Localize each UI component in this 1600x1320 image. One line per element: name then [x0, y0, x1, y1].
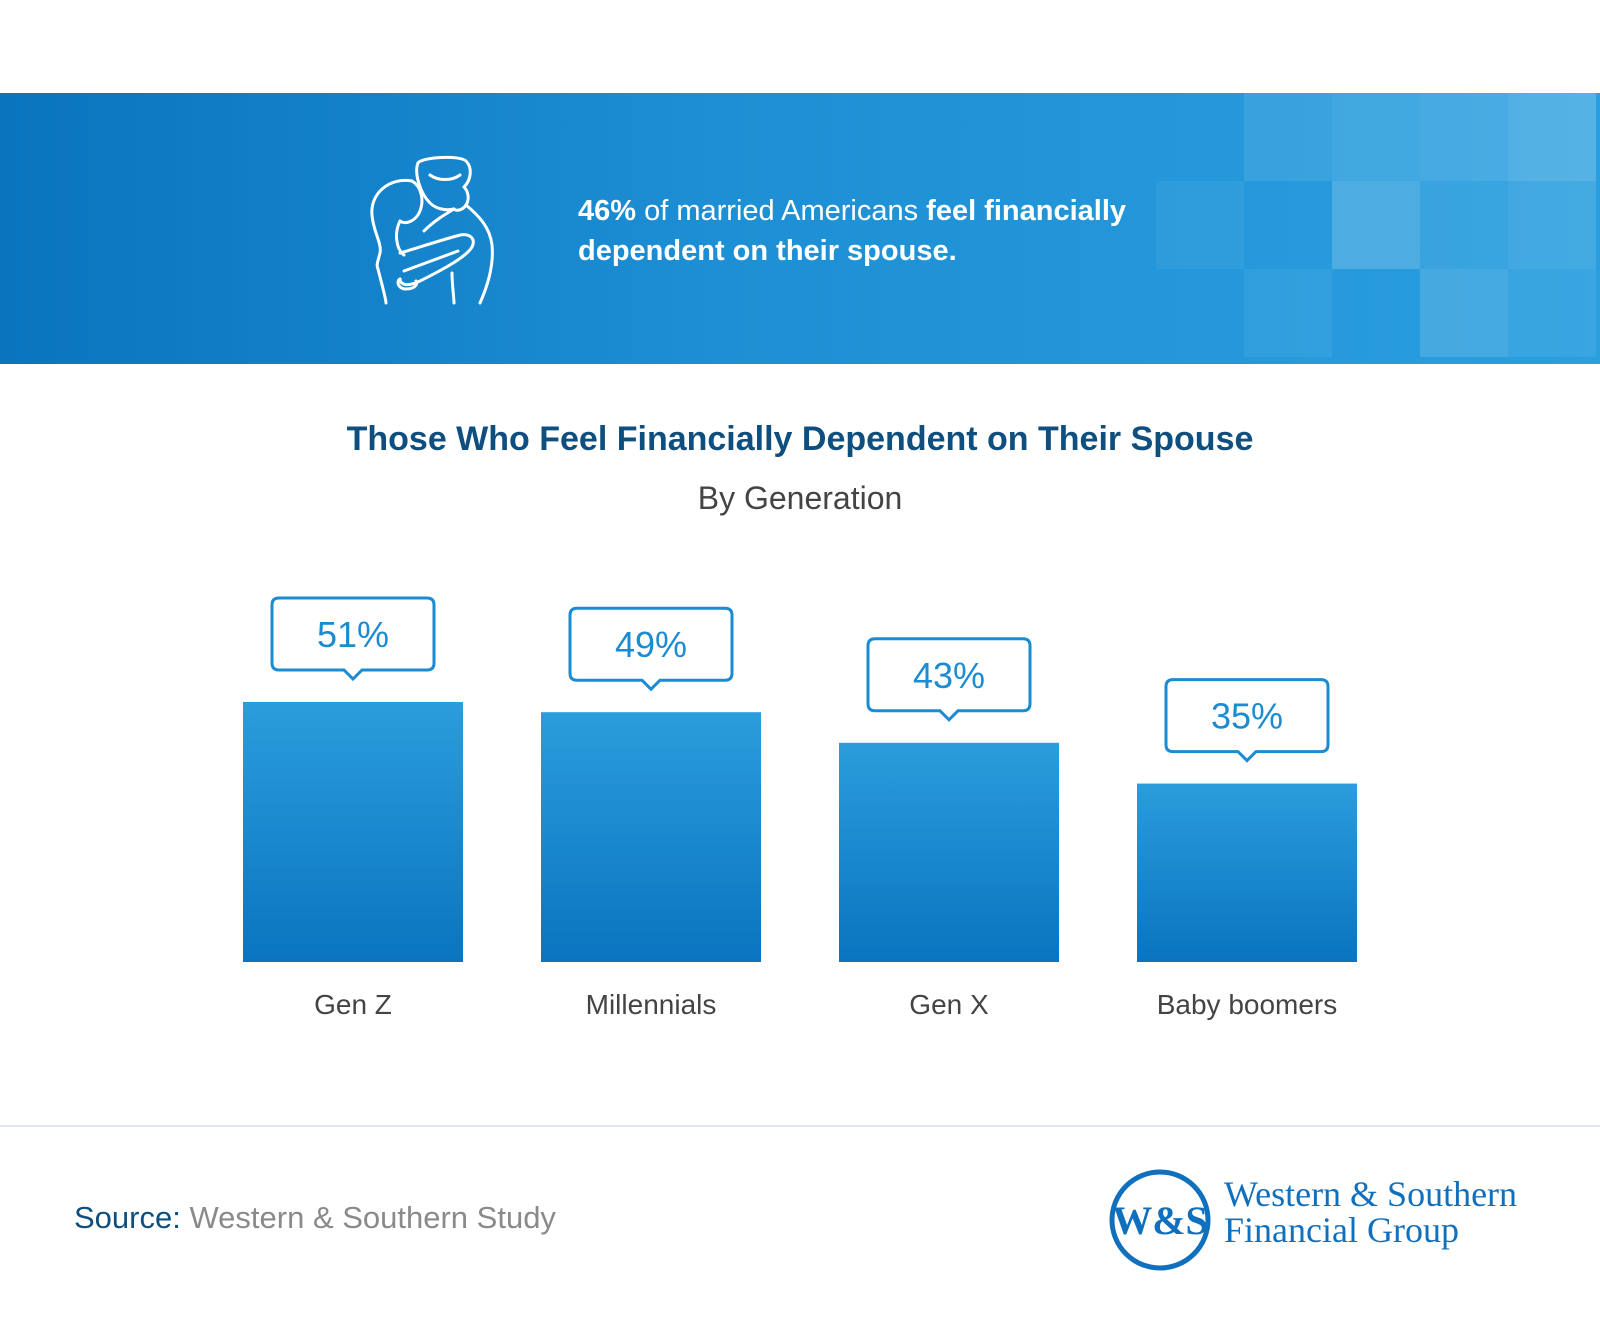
banner-decor-tile: [1508, 93, 1596, 181]
source-label: Source:: [74, 1200, 181, 1235]
data-label: 51%: [317, 614, 389, 655]
data-label-callout: [270, 596, 436, 682]
logo-line-2: Financial Group: [1224, 1210, 1459, 1250]
category-label: Gen Z: [314, 989, 392, 1020]
bar-gen-z: [243, 702, 463, 962]
category-label: Baby boomers: [1157, 989, 1338, 1020]
banner-decor-tile: [1156, 181, 1244, 269]
bar-gen-x: [839, 742, 1059, 962]
ws-monogram-icon: W&S: [1109, 1169, 1211, 1271]
banner-decor-tile: [1244, 93, 1332, 181]
banner-text-bold-1: feel financially: [926, 195, 1127, 227]
banner-decor-tile: [1332, 181, 1420, 269]
bar-baby-boomers: [1137, 783, 1357, 962]
banner-decor-tile: [1332, 93, 1420, 181]
source-line: Source: Western & Southern Study: [74, 1200, 556, 1236]
data-label: 49%: [615, 624, 687, 665]
data-label-callout: [568, 606, 734, 692]
chart-subtitle: By Generation: [697, 480, 903, 516]
couple-hugging-icon: [370, 155, 494, 305]
footer-divider: [0, 1125, 1600, 1127]
banner-decor-tile: [1244, 269, 1332, 357]
category-label: Gen X: [909, 989, 989, 1020]
company-logo: W&S Western & Southern Financial Group: [1108, 1168, 1548, 1272]
data-label: 43%: [913, 655, 985, 696]
data-label-callout: [866, 637, 1032, 722]
banner-decor-tile: [1420, 93, 1508, 181]
banner-decor-tile: [1508, 269, 1596, 357]
banner-statement: 46% of married Americans feel financiall…: [578, 191, 1218, 271]
logo-line-1: Western & Southern: [1224, 1174, 1518, 1214]
banner-text-bold-2: dependent on their spouse.: [578, 235, 957, 267]
chart-title: Those Who Feel Financially Dependent on …: [346, 420, 1254, 458]
category-label: Millennials: [586, 989, 717, 1020]
logo-monogram: W&S: [1112, 1198, 1208, 1243]
banner-decor-tile: [1508, 181, 1596, 269]
banner-decor-tile: [1420, 269, 1508, 357]
banner: 46% of married Americans feel financiall…: [0, 93, 1600, 364]
bar-millennials: [541, 712, 761, 962]
logo-wordmark: Western & Southern Financial Group: [1224, 1176, 1517, 1248]
banner-text-plain: of married Americans: [636, 195, 927, 227]
bar-chart: 51% Gen Z 49% Millennials 43% Gen X 35% Baby bo…: [243, 596, 1357, 1020]
source-value: Western & Southern Study: [189, 1200, 556, 1235]
data-label-callout: [1164, 678, 1330, 763]
data-label: 35%: [1211, 696, 1283, 737]
banner-decor-tile: [1420, 181, 1508, 269]
banner-stat: 46%: [578, 195, 637, 227]
